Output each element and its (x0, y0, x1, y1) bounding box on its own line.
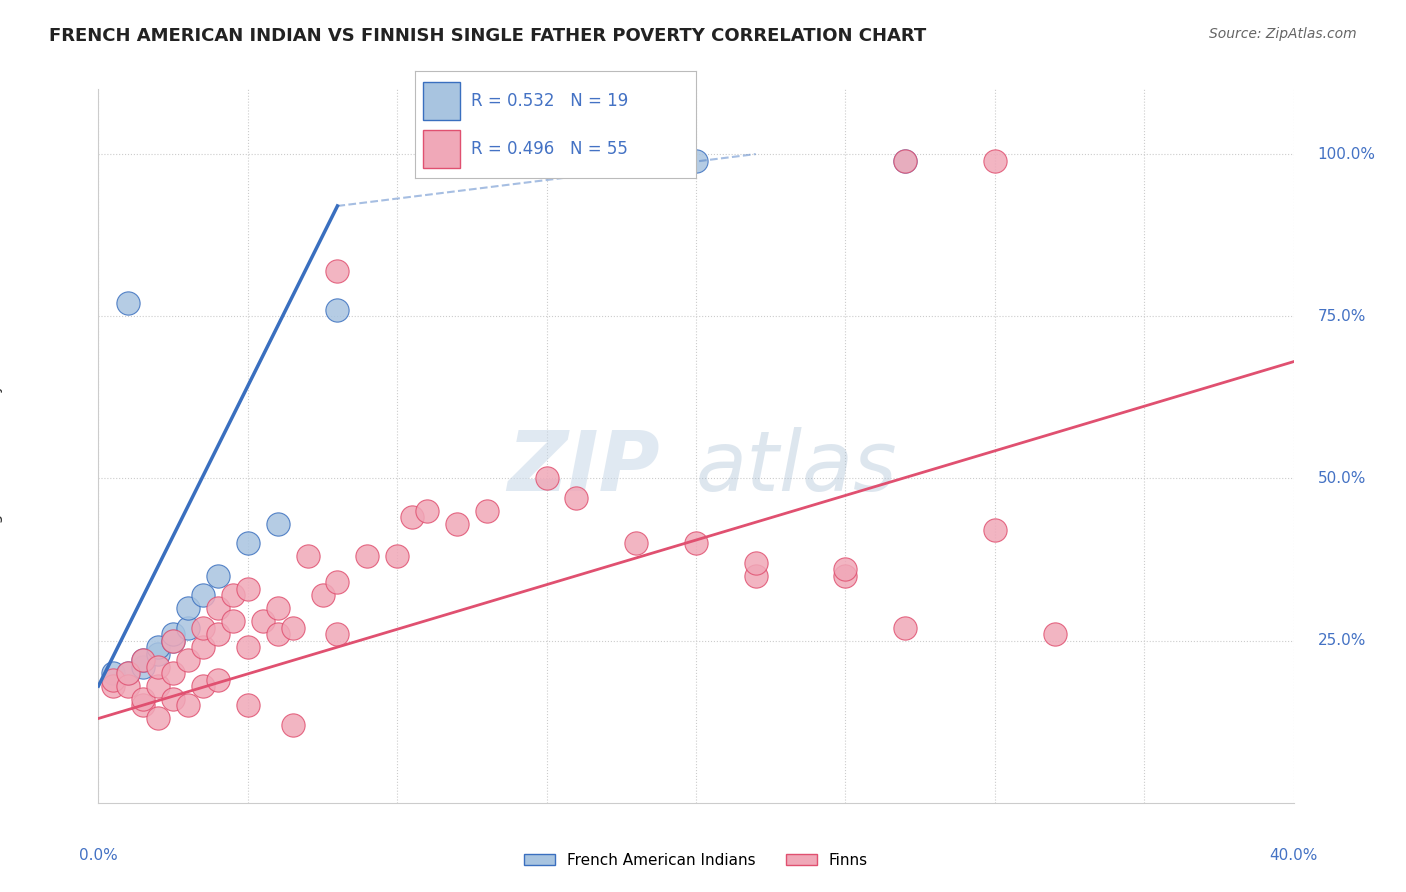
Point (191, 588, 214, 602)
Point (191, 621, 214, 635)
Point (745, 556, 768, 570)
Point (475, 504, 498, 518)
Text: atlas: atlas (696, 427, 897, 508)
Point (103, 673, 125, 687)
Point (148, 679, 170, 693)
Point (236, 698, 259, 713)
Point (191, 640, 214, 654)
Point (117, 666, 139, 681)
Point (326, 575, 349, 590)
Point (177, 698, 200, 713)
FancyBboxPatch shape (423, 82, 460, 120)
Point (207, 568, 229, 582)
Point (162, 666, 184, 681)
Point (207, 601, 229, 615)
Point (401, 510, 423, 524)
Point (162, 633, 184, 648)
Point (177, 601, 200, 615)
Point (117, 296, 139, 310)
Point (162, 627, 184, 641)
Point (191, 679, 214, 693)
Point (132, 659, 155, 673)
Point (281, 621, 304, 635)
Point (984, 153, 1007, 168)
Point (132, 653, 155, 667)
Point (297, 549, 319, 564)
Text: 40.0%: 40.0% (1270, 848, 1317, 863)
Point (236, 640, 259, 654)
Point (267, 601, 290, 615)
Point (148, 640, 170, 654)
Point (984, 524, 1007, 538)
Point (132, 692, 155, 706)
Point (446, 516, 468, 531)
Text: 100.0%: 100.0% (1317, 146, 1375, 161)
Point (416, 504, 439, 518)
Point (236, 536, 259, 550)
Text: Source: ZipAtlas.com: Source: ZipAtlas.com (1209, 27, 1357, 41)
Text: 50.0%: 50.0% (1317, 471, 1365, 486)
Point (177, 653, 200, 667)
Point (745, 568, 768, 582)
Point (626, 536, 648, 550)
Point (326, 627, 349, 641)
Point (326, 302, 349, 317)
Point (132, 653, 155, 667)
Point (162, 692, 184, 706)
Point (132, 698, 155, 713)
Text: R = 0.496   N = 55: R = 0.496 N = 55 (471, 140, 628, 158)
Text: FRENCH AMERICAN INDIAN VS FINNISH SINGLE FATHER POVERTY CORRELATION CHART: FRENCH AMERICAN INDIAN VS FINNISH SINGLE… (49, 27, 927, 45)
Text: 25.0%: 25.0% (1317, 633, 1365, 648)
Text: ZIP: ZIP (508, 427, 661, 508)
Text: 75.0%: 75.0% (1317, 309, 1365, 324)
Point (894, 153, 917, 168)
Point (894, 621, 917, 635)
Point (536, 471, 558, 485)
Point (148, 711, 170, 725)
Point (281, 718, 304, 732)
Point (103, 679, 125, 693)
Point (1043, 627, 1066, 641)
Point (207, 627, 229, 641)
FancyBboxPatch shape (423, 130, 460, 168)
Point (162, 633, 184, 648)
Point (536, 153, 558, 168)
Point (311, 588, 333, 602)
Point (385, 549, 409, 564)
Point (117, 666, 139, 681)
Point (685, 536, 707, 550)
Legend: French American Indians, Finns: French American Indians, Finns (517, 847, 875, 873)
Point (117, 679, 139, 693)
Point (894, 153, 917, 168)
Point (222, 588, 245, 602)
Point (177, 621, 200, 635)
Point (148, 647, 170, 661)
Point (207, 673, 229, 687)
Point (834, 562, 856, 576)
Point (834, 568, 856, 582)
Point (267, 627, 290, 641)
Point (252, 614, 274, 628)
Point (148, 659, 170, 673)
Text: R = 0.532   N = 19: R = 0.532 N = 19 (471, 92, 628, 110)
Point (222, 614, 245, 628)
Point (356, 549, 378, 564)
Point (236, 582, 259, 596)
Point (267, 516, 290, 531)
Text: Single Father Poverty: Single Father Poverty (0, 384, 3, 547)
Point (565, 491, 588, 505)
Text: 0.0%: 0.0% (79, 848, 118, 863)
Point (103, 666, 125, 681)
Point (326, 264, 349, 278)
Point (685, 153, 707, 168)
